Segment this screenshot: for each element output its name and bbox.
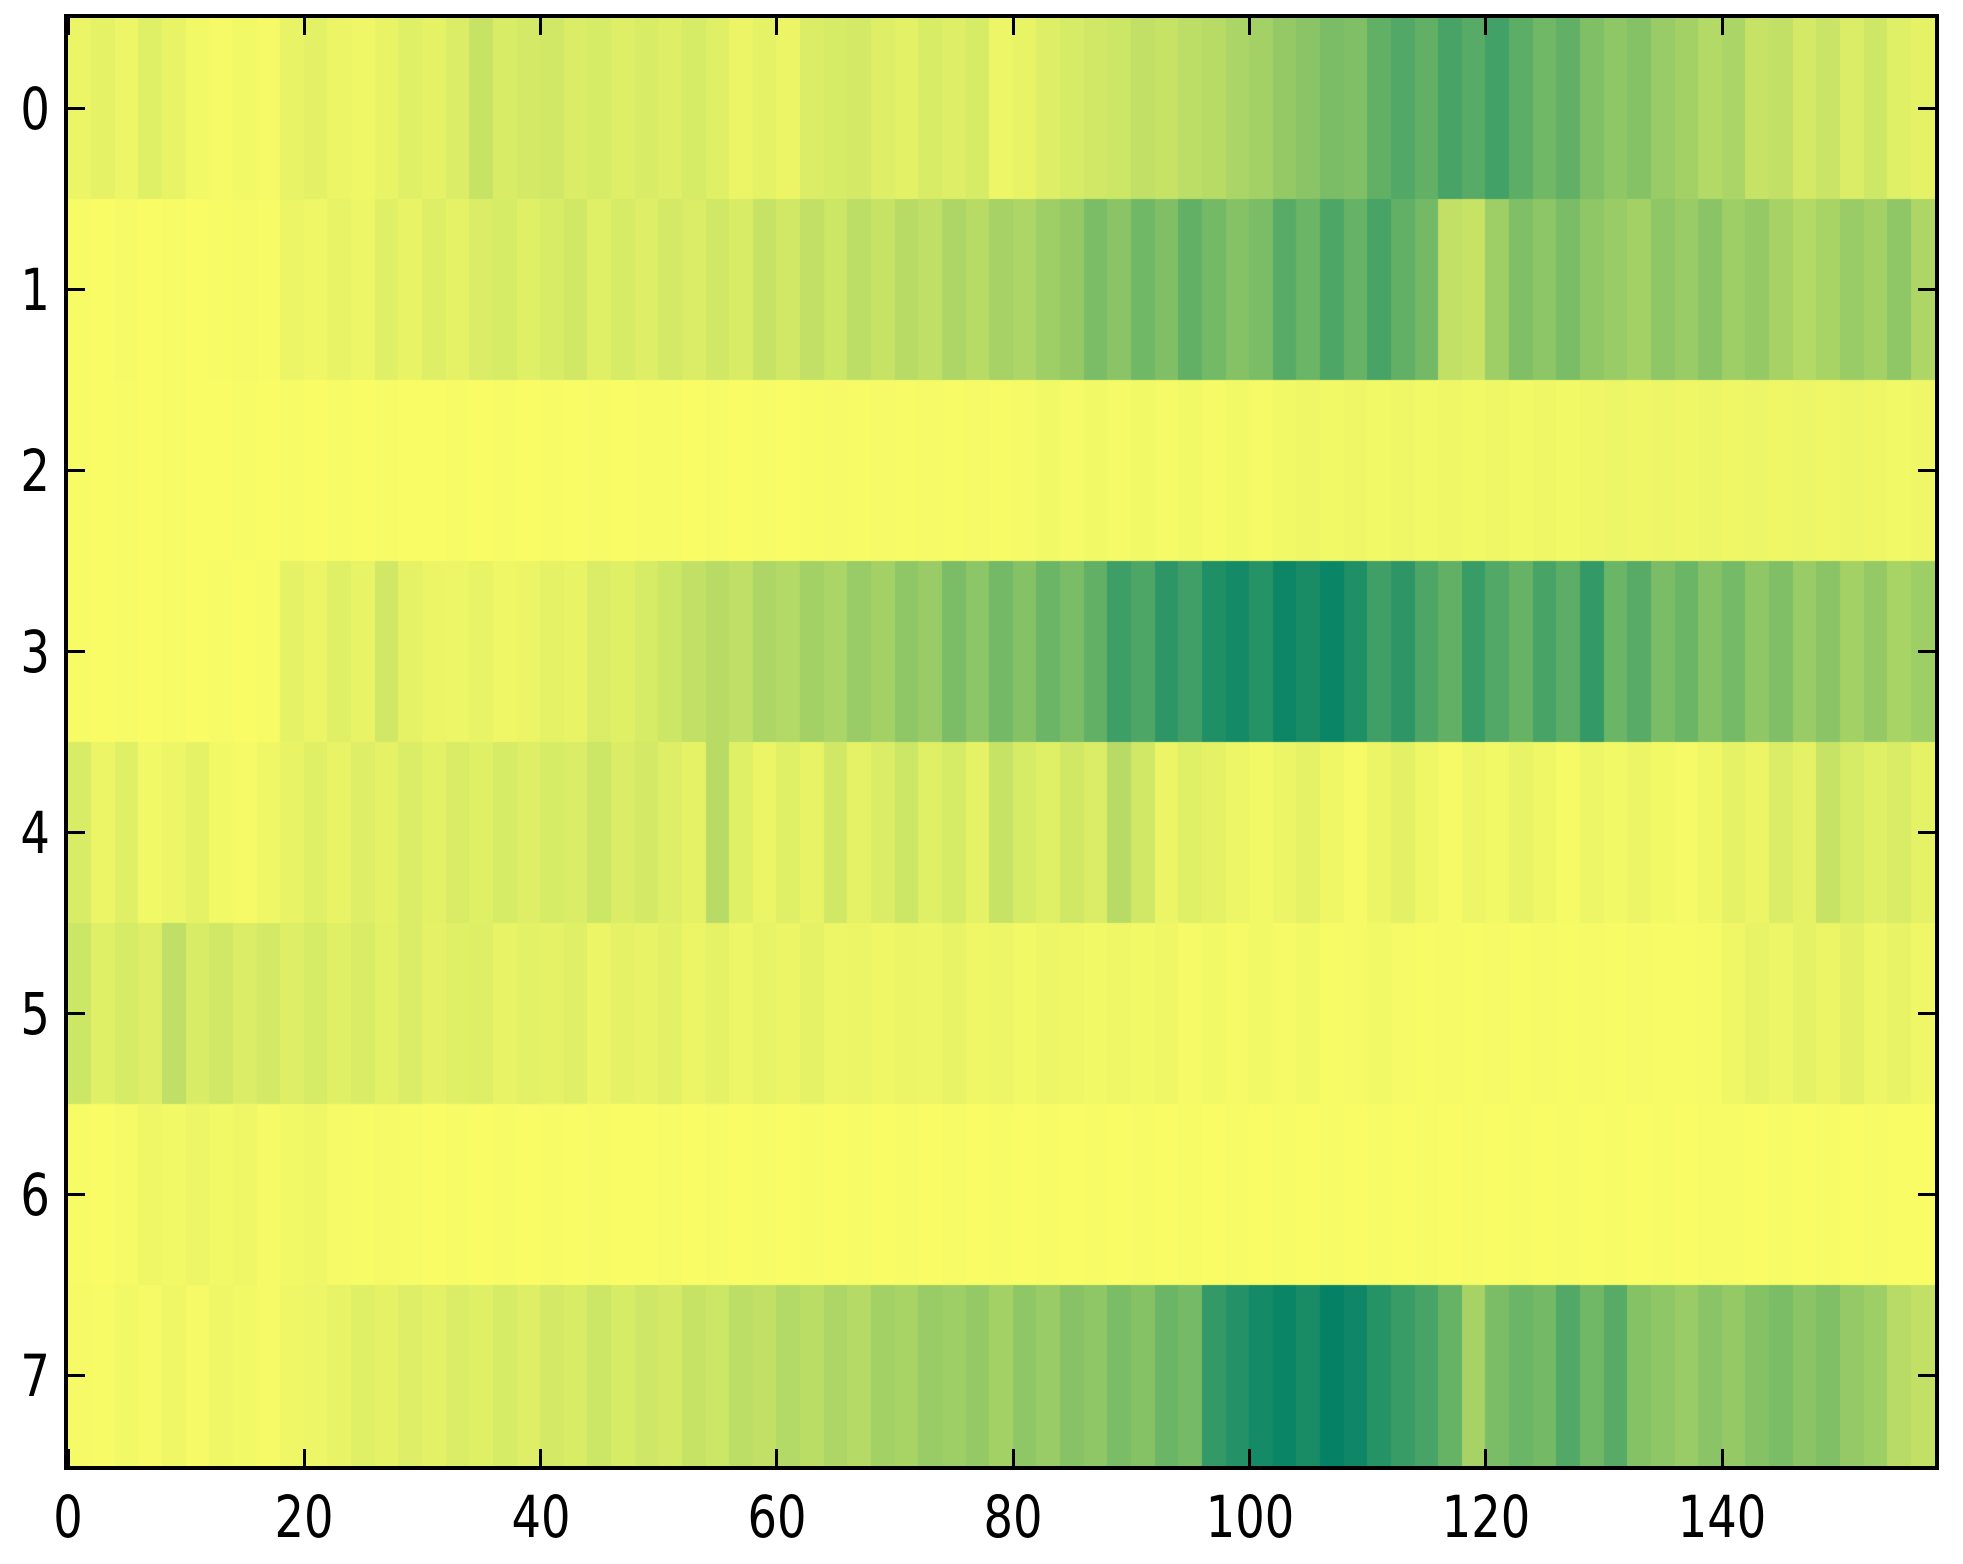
tick-mark — [302, 1449, 306, 1466]
tick-mark — [1918, 469, 1935, 472]
y-tick-label: 7 — [20, 1341, 50, 1410]
tick-mark — [775, 1449, 779, 1466]
tick-mark — [68, 107, 85, 110]
tick-mark — [1248, 1449, 1252, 1466]
x-tick-label: 40 — [511, 1483, 571, 1551]
x-tick-label: 60 — [747, 1483, 807, 1551]
x-tick-label: 100 — [1205, 1483, 1294, 1551]
x-tick-label: 0 — [53, 1483, 83, 1551]
tick-mark — [775, 18, 779, 35]
tick-mark — [1918, 831, 1935, 834]
y-tick-label: 5 — [20, 979, 50, 1048]
x-tick-label: 80 — [983, 1483, 1043, 1551]
tick-mark — [1248, 18, 1252, 35]
tick-mark — [539, 1449, 543, 1466]
tick-mark — [1011, 1449, 1015, 1466]
tick-mark — [1484, 18, 1488, 35]
tick-mark — [1011, 18, 1015, 35]
tick-mark — [1918, 288, 1935, 291]
tick-mark — [1918, 1012, 1935, 1015]
heatmap-canvas — [68, 18, 1935, 1466]
tick-mark — [66, 18, 70, 35]
tick-mark — [1484, 1449, 1488, 1466]
x-tick-label: 120 — [1441, 1483, 1531, 1551]
x-tick-label: 140 — [1678, 1483, 1767, 1551]
y-tick-label: 1 — [20, 255, 50, 324]
y-tick-label: 6 — [20, 1160, 50, 1229]
y-tick-label: 4 — [20, 798, 50, 867]
y-tick-label: 0 — [20, 74, 50, 143]
x-tick-label: 20 — [274, 1483, 334, 1551]
y-tick-label: 3 — [20, 617, 50, 686]
tick-mark — [539, 18, 543, 35]
tick-mark — [1918, 1374, 1935, 1377]
tick-mark — [66, 1449, 70, 1466]
tick-mark — [68, 1193, 85, 1196]
tick-mark — [1720, 1449, 1724, 1466]
tick-mark — [302, 18, 306, 35]
tick-mark — [1720, 18, 1724, 35]
tick-mark — [1918, 650, 1935, 653]
tick-mark — [68, 1012, 85, 1015]
tick-mark — [68, 288, 85, 291]
tick-mark — [68, 831, 85, 834]
tick-mark — [68, 1374, 85, 1377]
tick-mark — [68, 469, 85, 472]
tick-mark — [68, 650, 85, 653]
tick-mark — [1918, 1193, 1935, 1196]
tick-mark — [1918, 107, 1935, 110]
plot-area — [64, 14, 1939, 1470]
y-tick-label: 2 — [20, 436, 50, 505]
